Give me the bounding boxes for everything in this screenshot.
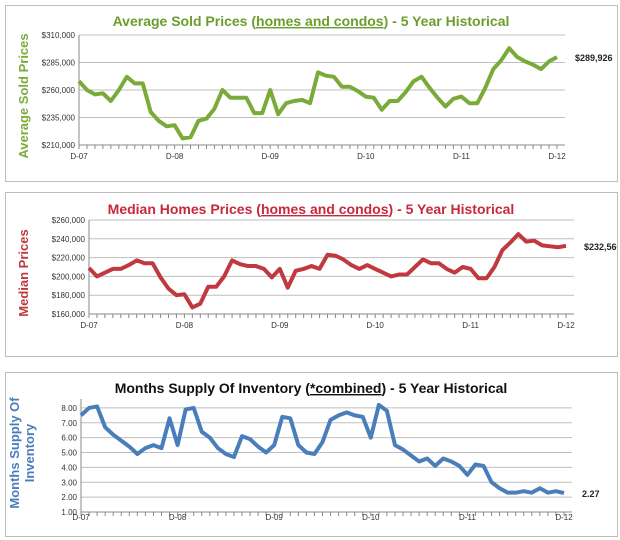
y-tick-label: $240,000 bbox=[52, 235, 86, 244]
x-tick-label: D-07 bbox=[80, 321, 98, 330]
end-value-label: $289,926 bbox=[575, 53, 613, 63]
y-tick-label: $310,000 bbox=[42, 31, 76, 40]
y-tick-label: $160,000 bbox=[52, 310, 86, 319]
x-tick-label: D-12 bbox=[548, 152, 566, 161]
x-tick-label: D-12 bbox=[557, 321, 575, 330]
x-tick-label: D-09 bbox=[266, 513, 284, 522]
y-axis-label-line: Months Supply Of bbox=[7, 397, 22, 509]
x-tick-label: D-12 bbox=[555, 513, 573, 522]
chart-title: Median Homes Prices (homes and condos) -… bbox=[108, 201, 515, 217]
y-tick-label: $180,000 bbox=[52, 291, 86, 300]
y-tick-label: 5.00 bbox=[61, 449, 77, 458]
chart-title: Average Sold Prices (homes and condos) -… bbox=[113, 13, 510, 29]
title-part: homes and condos bbox=[261, 201, 389, 217]
x-tick-label: D-10 bbox=[357, 152, 375, 161]
x-tick-label: D-07 bbox=[72, 513, 90, 522]
y-tick-label: 7.00 bbox=[61, 419, 77, 428]
x-tick-label: D-11 bbox=[453, 152, 470, 161]
y-tick-label: $220,000 bbox=[52, 254, 86, 263]
title-part: Months Supply Of Inventory ( bbox=[115, 380, 311, 396]
y-tick-label: 4.00 bbox=[61, 463, 77, 472]
inventory-chart: Months Supply Of Inventory (*combined) -… bbox=[7, 380, 600, 522]
x-tick-label: D-09 bbox=[271, 321, 289, 330]
y-tick-label: $285,000 bbox=[42, 59, 76, 68]
y-axis-label: Average Sold Prices bbox=[16, 33, 31, 158]
chart-title: Months Supply Of Inventory (*combined) -… bbox=[115, 380, 508, 396]
avg-price-panel: Average Sold Prices (homes and condos) -… bbox=[5, 5, 618, 182]
y-tick-label: $260,000 bbox=[42, 86, 76, 95]
x-tick-label: D-09 bbox=[262, 152, 280, 161]
y-axis-label-line: Inventory bbox=[22, 423, 37, 482]
y-tick-label: 2.00 bbox=[61, 493, 77, 502]
y-axis-label: Median Prices bbox=[16, 229, 31, 316]
title-part: Average Sold Prices ( bbox=[113, 13, 257, 29]
end-value-label: 2.27 bbox=[582, 489, 600, 499]
x-tick-label: D-07 bbox=[70, 152, 88, 161]
avg-price-chart: Average Sold Prices (homes and condos) -… bbox=[16, 13, 613, 161]
y-tick-label: 3.00 bbox=[61, 478, 77, 487]
x-tick-label: D-08 bbox=[166, 152, 184, 161]
y-tick-label: $235,000 bbox=[42, 114, 76, 123]
y-tick-label: 1.00 bbox=[61, 508, 77, 517]
x-tick-label: D-10 bbox=[362, 513, 380, 522]
y-tick-label: 6.00 bbox=[61, 434, 77, 443]
title-part: Median Homes Prices ( bbox=[108, 201, 262, 217]
y-tick-label: $200,000 bbox=[52, 272, 86, 281]
y-tick-label: $260,000 bbox=[52, 216, 86, 225]
series-line bbox=[87, 232, 567, 310]
y-tick-label: 8.00 bbox=[61, 404, 77, 413]
x-tick-label: D-11 bbox=[459, 513, 476, 522]
title-part: ) - 5 Year Historical bbox=[382, 380, 508, 396]
y-axis-label: Months Supply OfInventory bbox=[7, 397, 37, 509]
y-tick-label: $210,000 bbox=[42, 141, 76, 150]
x-tick-label: D-11 bbox=[462, 321, 479, 330]
title-part: *combined bbox=[310, 380, 382, 396]
x-tick-label: D-10 bbox=[367, 321, 385, 330]
end-value-label: $232,566 bbox=[584, 242, 617, 252]
x-tick-label: D-08 bbox=[169, 513, 187, 522]
series-line bbox=[79, 402, 565, 496]
title-part: ) - 5 Year Historical bbox=[384, 13, 510, 29]
x-tick-label: D-08 bbox=[176, 321, 194, 330]
median-price-chart: Median Homes Prices (homes and condos) -… bbox=[16, 201, 617, 330]
title-part: ) - 5 Year Historical bbox=[389, 201, 515, 217]
inventory-panel: Months Supply Of Inventory (*combined) -… bbox=[5, 372, 618, 537]
title-part: homes and condos bbox=[256, 13, 384, 29]
series-line bbox=[77, 46, 558, 141]
median-price-panel: Median Homes Prices (homes and condos) -… bbox=[5, 192, 618, 357]
